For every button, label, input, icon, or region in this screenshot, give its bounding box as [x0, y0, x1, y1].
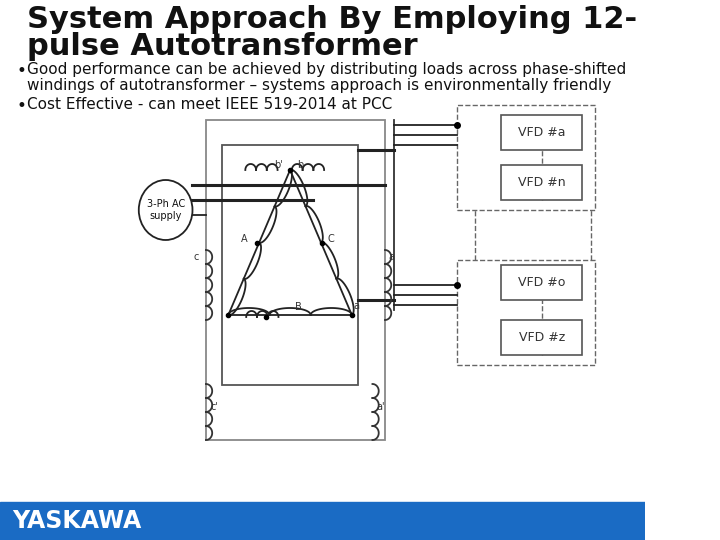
Text: YASKAWA: YASKAWA	[12, 509, 142, 533]
Text: A: A	[240, 234, 248, 245]
Text: a: a	[389, 252, 395, 262]
Bar	[456, 260, 595, 365]
Bar	[456, 105, 595, 210]
Text: a: a	[354, 301, 360, 311]
Bar	[206, 120, 385, 440]
Bar	[222, 145, 358, 385]
Bar	[0, 502, 644, 540]
Text: VFD #n: VFD #n	[518, 176, 565, 189]
Text: a': a'	[376, 402, 384, 412]
Text: B: B	[294, 302, 301, 312]
Text: •: •	[16, 62, 26, 80]
Bar	[501, 265, 582, 300]
Text: c: c	[194, 252, 199, 262]
Text: VFD #o: VFD #o	[518, 276, 565, 289]
Text: VFD #z: VFD #z	[518, 331, 564, 344]
Text: b': b'	[274, 160, 283, 170]
Text: windings of autotransformer – systems approach is environmentally friendly: windings of autotransformer – systems ap…	[27, 78, 611, 93]
Text: b: b	[297, 160, 304, 170]
Text: c': c'	[210, 402, 218, 412]
Text: •: •	[16, 97, 26, 115]
Circle shape	[139, 180, 192, 240]
Bar	[501, 165, 582, 200]
Bar	[501, 320, 582, 355]
Text: VFD #a: VFD #a	[518, 126, 565, 139]
Text: Cost Effective - can meet IEEE 519-2014 at PCC: Cost Effective - can meet IEEE 519-2014 …	[27, 97, 392, 112]
Text: System Approach By Employing 12-: System Approach By Employing 12-	[27, 5, 637, 34]
Text: pulse Autotransformer: pulse Autotransformer	[27, 32, 418, 61]
Bar	[501, 115, 582, 150]
Text: 3-Ph AC
supply: 3-Ph AC supply	[146, 199, 185, 221]
Text: C: C	[328, 234, 334, 245]
Text: Good performance can be achieved by distributing loads across phase-shifted: Good performance can be achieved by dist…	[27, 62, 626, 77]
